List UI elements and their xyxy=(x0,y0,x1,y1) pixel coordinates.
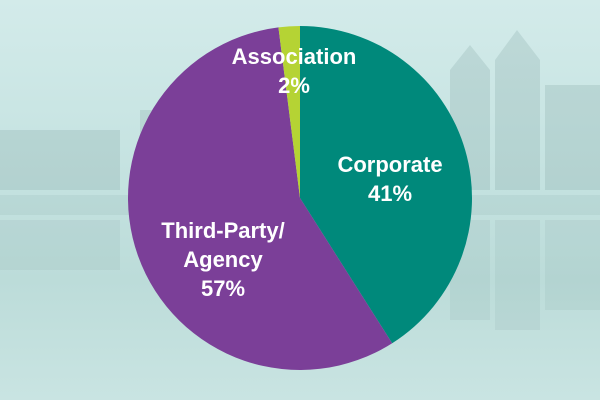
pie-labels: Association 2% Corporate 41% Third-Party… xyxy=(161,44,442,301)
pie-slice-third-party-agency xyxy=(128,27,393,371)
slice-value-association: 2% xyxy=(278,73,310,98)
slice-value-corporate: 41% xyxy=(368,181,412,206)
slice-value-third-party: 57% xyxy=(201,276,245,301)
slice-label-third-party-line2: Agency xyxy=(183,247,263,272)
slice-label-association: Association xyxy=(232,44,357,69)
slice-label-corporate: Corporate xyxy=(337,152,442,177)
pie-slices xyxy=(128,26,472,371)
pie-slice-association xyxy=(278,26,300,198)
slice-label-third-party-line1: Third-Party/ xyxy=(161,218,284,243)
pie-slice-corporate xyxy=(300,26,472,344)
